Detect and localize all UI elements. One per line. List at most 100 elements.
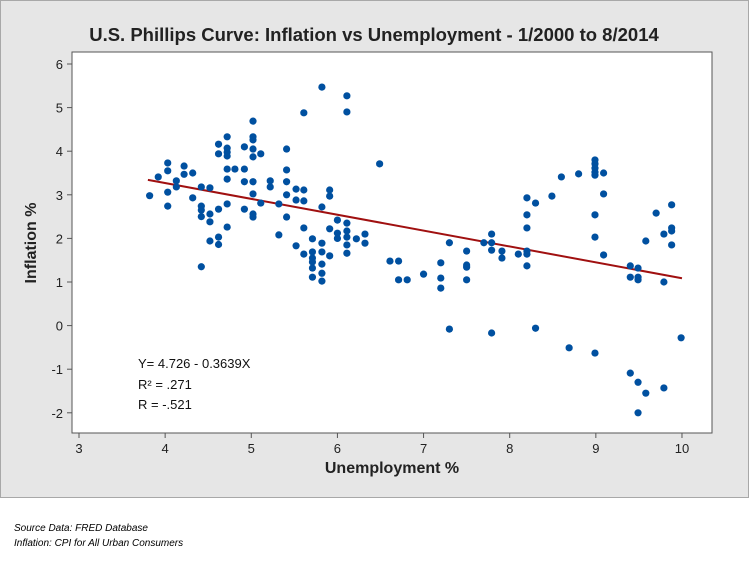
data-point	[164, 159, 172, 167]
x-tick-label: 4	[162, 441, 169, 456]
regression-line	[147, 178, 683, 280]
data-point	[214, 233, 223, 241]
data-point	[308, 248, 317, 256]
data-point	[343, 227, 351, 235]
data-point	[437, 274, 445, 282]
data-point	[282, 213, 291, 221]
data-point	[214, 205, 223, 213]
data-point	[575, 170, 583, 178]
data-point	[376, 160, 384, 168]
data-point	[668, 201, 676, 209]
data-point	[326, 252, 334, 260]
data-point	[292, 242, 300, 250]
data-point	[249, 136, 257, 144]
data-point	[514, 250, 522, 258]
data-point	[223, 223, 231, 231]
data-point	[591, 171, 599, 179]
data-point	[197, 213, 205, 221]
data-point	[249, 178, 257, 186]
data-point	[164, 167, 172, 175]
data-point	[523, 211, 531, 219]
data-point	[591, 211, 599, 219]
data-point	[206, 184, 214, 192]
data-point	[223, 175, 231, 183]
data-point	[626, 369, 634, 377]
data-point	[343, 241, 351, 249]
data-point	[282, 178, 291, 186]
data-point	[642, 237, 650, 245]
data-point	[326, 186, 334, 194]
data-point	[333, 234, 342, 242]
data-point	[343, 92, 351, 100]
data-point	[660, 384, 668, 392]
data-point	[172, 177, 180, 185]
y-tick-label: -1	[51, 362, 63, 377]
data-point	[180, 162, 188, 170]
data-point	[266, 177, 274, 185]
data-point	[326, 192, 334, 200]
data-point	[300, 250, 308, 258]
data-point	[164, 188, 172, 196]
data-point	[668, 227, 676, 235]
annotation-r-squared: R² = .271	[138, 377, 192, 392]
data-point	[565, 344, 573, 352]
data-point	[275, 231, 283, 239]
chart-title: U.S. Phillips Curve: Inflation vs Unempl…	[89, 24, 659, 45]
x-tick-label: 9	[592, 441, 599, 456]
data-point	[352, 235, 360, 243]
data-point	[531, 324, 540, 332]
data-point	[240, 143, 248, 151]
data-point	[249, 153, 257, 161]
data-point	[180, 170, 188, 178]
data-point	[275, 200, 283, 208]
data-point	[292, 185, 300, 193]
data-point	[488, 329, 496, 337]
data-point	[677, 334, 685, 342]
data-point	[437, 259, 445, 267]
data-point	[343, 108, 351, 116]
y-tick-label: 0	[56, 319, 63, 334]
data-point	[523, 194, 531, 202]
data-point	[488, 239, 496, 247]
plot-area	[71, 51, 713, 434]
data-point	[249, 117, 257, 125]
footer-source: Source Data: FRED Database	[14, 523, 148, 534]
data-point	[249, 190, 257, 198]
data-point	[394, 276, 403, 284]
x-tick-label: 7	[420, 441, 427, 456]
data-point	[445, 325, 454, 333]
data-point	[318, 203, 326, 211]
annotation-equation: Y= 4.726 - 0.3639X	[138, 356, 251, 371]
data-point	[557, 173, 565, 181]
data-point	[308, 235, 317, 243]
data-point	[206, 210, 214, 218]
data-point	[419, 270, 428, 278]
data-point	[343, 249, 351, 257]
data-point	[437, 284, 445, 292]
data-point	[498, 247, 506, 255]
data-point	[660, 278, 668, 286]
data-point	[308, 273, 317, 281]
data-point	[599, 190, 608, 198]
data-point	[591, 349, 599, 357]
data-point	[300, 109, 308, 117]
data-point	[223, 200, 231, 208]
data-point	[386, 257, 394, 265]
data-point	[318, 260, 326, 268]
y-tick-label: 3	[56, 188, 63, 203]
x-tick-label: 3	[75, 441, 82, 456]
data-point	[599, 251, 608, 259]
data-point	[523, 262, 531, 270]
data-point	[300, 224, 308, 232]
data-point	[343, 233, 351, 241]
data-point	[318, 277, 326, 285]
data-point	[488, 230, 496, 238]
data-point	[480, 239, 488, 247]
data-point	[164, 202, 172, 210]
x-tick-label: 8	[506, 441, 513, 456]
data-point	[300, 186, 308, 194]
data-point	[282, 145, 291, 153]
data-point	[318, 248, 326, 256]
footer-inflation: Inflation: CPI for All Urban Consumers	[14, 538, 184, 549]
data-point	[300, 197, 308, 205]
